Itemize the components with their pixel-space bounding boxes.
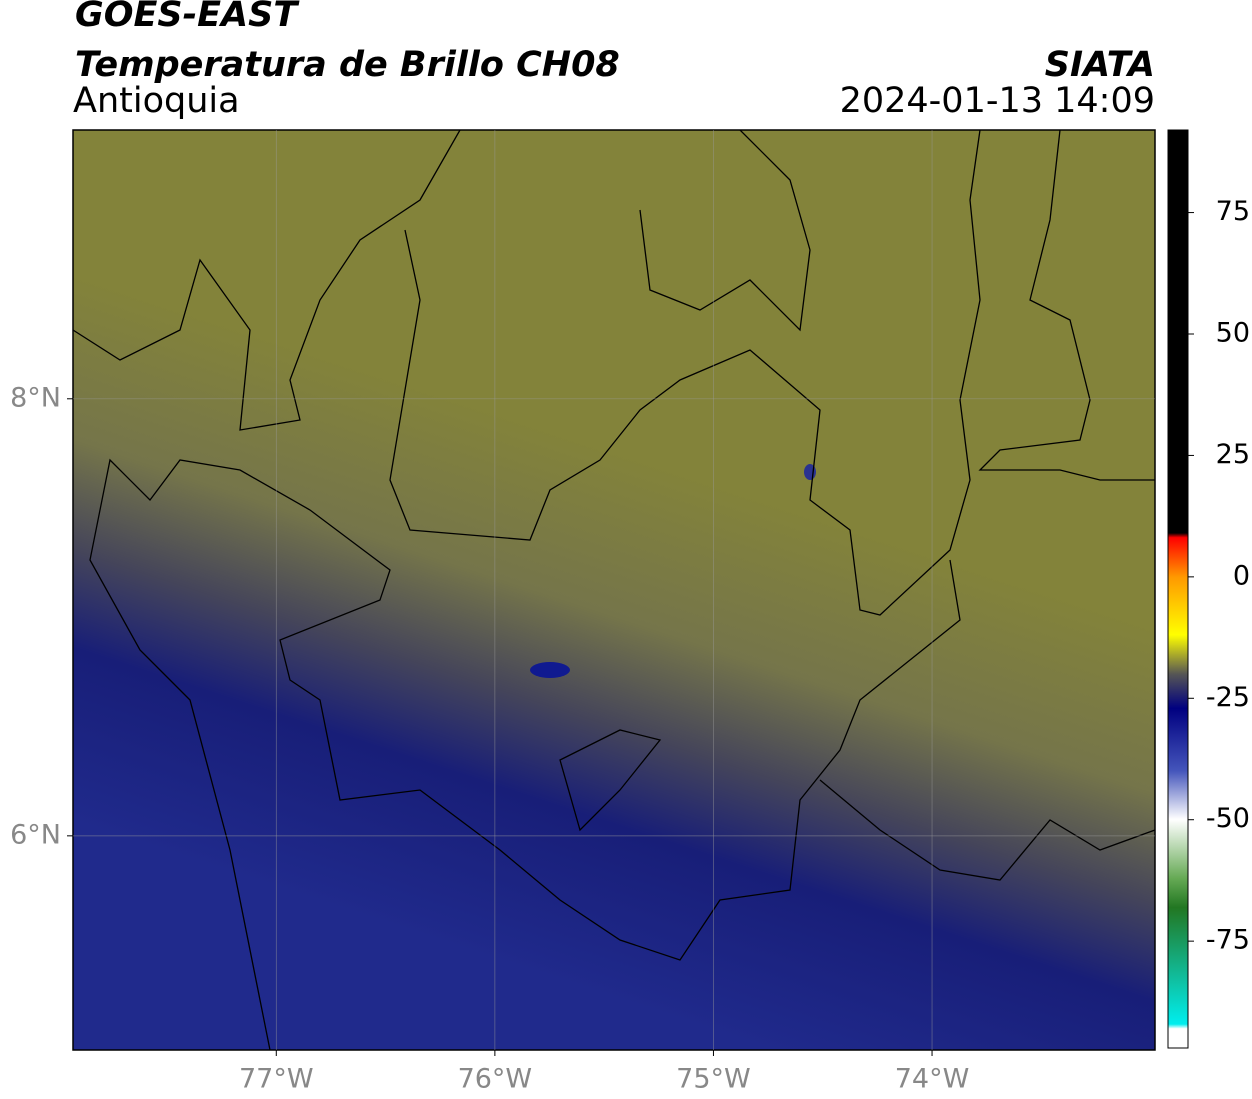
region: Antioquia	[73, 81, 240, 121]
colorbar-tick-label: -75	[1206, 925, 1250, 956]
map-frame	[72, 129, 1156, 1051]
x-tick-label: 76°W	[458, 1064, 533, 1095]
datetime: 2024-01-13 14:09	[840, 81, 1155, 121]
title: GOES-EAST	[75, 0, 300, 35]
colorbar-tick-label: 0	[1233, 560, 1250, 591]
y-tick-label: 6°N	[10, 819, 61, 850]
colorbar-tick-label: 50	[1216, 318, 1250, 349]
colorbar-tick-label: -25	[1206, 682, 1250, 713]
borders	[73, 130, 1155, 1050]
cold-spot	[530, 662, 570, 678]
y-tick-label: 8°N	[10, 382, 61, 413]
x-tick-label: 77°W	[239, 1064, 314, 1095]
brightness-field	[73, 130, 1155, 1050]
map-area	[73, 130, 1155, 1050]
colorbar-tick-label: -50	[1206, 803, 1250, 834]
colorbar-tick-label: 75	[1216, 196, 1250, 227]
x-tick-label: 74°W	[895, 1064, 970, 1095]
x-tick-label: 75°W	[676, 1064, 751, 1095]
colorbar-tick-label: 25	[1216, 439, 1250, 470]
colorbar	[1167, 129, 1189, 1049]
subtitle: Temperatura de Brillo CH08	[75, 45, 620, 85]
source: SIATA	[1045, 45, 1155, 85]
